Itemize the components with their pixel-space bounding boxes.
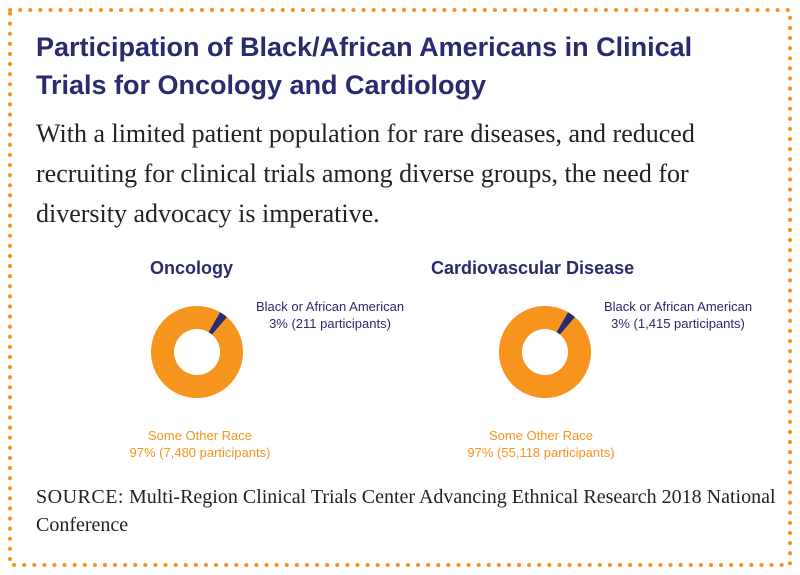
label-black-cardiovascular: Black or African American 3% (1,415 part… <box>573 298 783 332</box>
label-other-oncology: Some Other Race 97% (7,480 participants) <box>95 427 305 461</box>
label-other-cardiovascular: Some Other Race 97% (55,118 participants… <box>436 427 646 461</box>
slice-black-oncology <box>208 312 228 335</box>
chart-title-cardiovascular: Cardiovascular Disease <box>431 258 635 278</box>
slice-value-other-cardiovascular: 97% (55,118 participants) <box>467 445 615 460</box>
page-title: Participation of Black/African Americans… <box>36 32 693 100</box>
slice-black-cardiovascular <box>556 312 576 335</box>
donut-chart-cardiovascular <box>499 306 591 398</box>
slice-value-black-cardiovascular: 3% (1,415 participants) <box>611 316 745 331</box>
slice-other-cardiovascular <box>499 306 591 398</box>
page-subtitle: With a limited patient population for ra… <box>36 119 695 228</box>
source-text: Multi-Region Clinical Trials Center Adva… <box>36 486 776 536</box>
source-citation: SOURCE: Multi-Region Clinical Trials Cen… <box>36 483 776 539</box>
source-label: SOURCE: <box>36 486 124 508</box>
dotted-border <box>8 8 792 567</box>
slice-name-black-oncology: Black or African American <box>255 299 405 314</box>
chart-title-oncology: Oncology <box>150 258 234 278</box>
slice-other-oncology <box>151 306 243 398</box>
slice-name-other-oncology: Some Other Race <box>147 428 253 443</box>
dotted-border-frame <box>8 8 792 567</box>
slice-name-black-cardiovascular: Black or African American <box>603 299 753 314</box>
slice-name-other-cardiovascular: Some Other Race <box>488 428 594 443</box>
donut-chart-oncology <box>151 306 243 398</box>
slice-value-other-oncology: 97% (7,480 participants) <box>129 445 271 460</box>
slice-value-black-oncology: 3% (211 participants) <box>269 316 391 331</box>
label-black-oncology: Black or African American 3% (211 partic… <box>225 298 435 332</box>
